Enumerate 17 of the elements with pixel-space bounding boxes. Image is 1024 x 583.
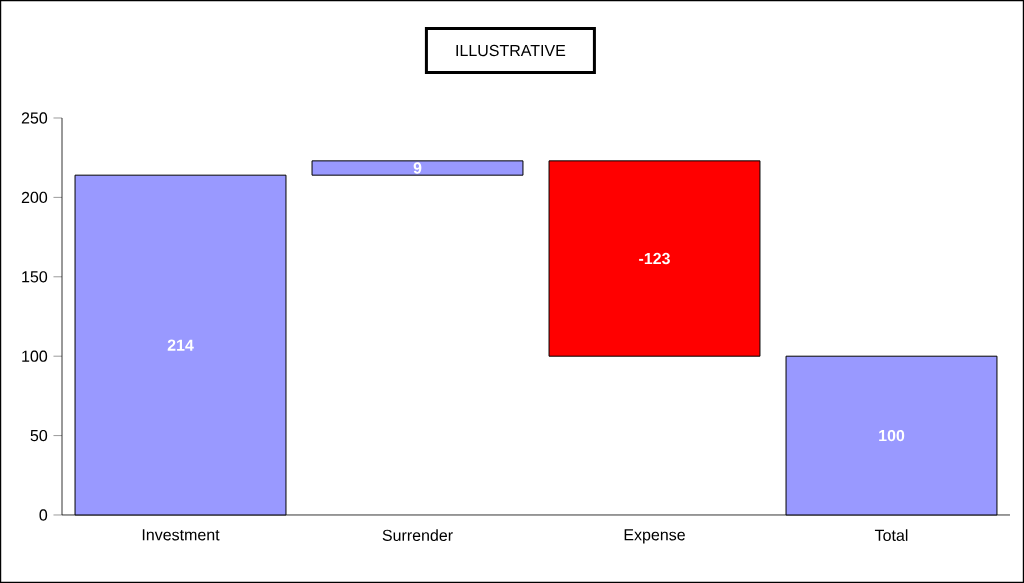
data-label: -123 — [639, 252, 670, 265]
y-tick-label: 100 — [22, 350, 48, 362]
bar — [311, 160, 524, 176]
y-tick-label: 200 — [21, 191, 48, 204]
x-tick-label: Expense — [624, 529, 685, 544]
y-tick-label: 250 — [21, 112, 48, 124]
x-tick-label: Total — [874, 529, 908, 541]
x-tick-label: Surrender — [382, 529, 453, 541]
x-tick-label: Investment — [142, 529, 220, 541]
bar — [548, 160, 761, 357]
y-tick-label: 50 — [30, 429, 48, 442]
text: ILLUSTRATIVE — [456, 44, 566, 57]
y-tick-label: 150 — [22, 271, 48, 283]
data-label: 100 — [879, 429, 905, 442]
data-label: 9 — [413, 162, 422, 174]
y-tick-label: 0 — [39, 509, 48, 521]
data-label: 214 — [167, 339, 194, 351]
